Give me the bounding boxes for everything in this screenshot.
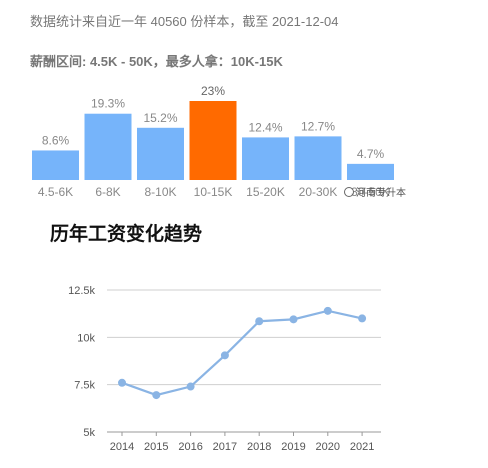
bar-value-label: 12.4% xyxy=(248,120,282,134)
x-tick-label: 2018 xyxy=(247,441,271,453)
bar-value-label: 8.6% xyxy=(42,133,70,147)
bar-10-15K xyxy=(189,101,237,180)
salary-distribution-bar-chart: 8.6% 4.5-6K 19.3% 6-8K 15.2% 8-10K 23% 10-15K 12… xyxy=(32,84,394,199)
trend-point xyxy=(323,306,332,315)
trend-point xyxy=(289,315,298,324)
bar-value-label: 12.7% xyxy=(301,119,335,133)
trend-point xyxy=(220,351,229,360)
y-tick-label: 12.5k xyxy=(68,285,95,297)
bar-20-30K xyxy=(294,136,342,180)
watermark: 河南专升本 xyxy=(344,184,406,199)
bar-6-8K xyxy=(84,113,132,180)
x-tick-label: 2014 xyxy=(110,441,134,453)
y-tick-label: 5k xyxy=(83,427,95,439)
x-tick-label: 2016 xyxy=(178,441,202,453)
bar-category-label: 20-30K xyxy=(299,185,338,199)
salary-range-summary: 薪酬区间: 4.5K - 50K，最多人拿：10K-15K xyxy=(30,54,283,69)
bar-value-label: 15.2% xyxy=(143,111,177,125)
sample-note: 数据统计来自近一年 40560 份样本，截至 2021-12-04 xyxy=(30,14,339,29)
trend-point xyxy=(152,391,161,400)
bar-category-label: 10-15K xyxy=(194,185,233,199)
y-tick-label: 10k xyxy=(77,332,95,344)
trend-point xyxy=(255,317,264,326)
bar-4.5-6K xyxy=(32,150,79,180)
x-tick-label: 2017 xyxy=(213,441,237,453)
trend-point xyxy=(118,378,126,387)
bar-value-label: 23% xyxy=(201,84,225,98)
trend-point xyxy=(358,314,367,323)
bar-category-label: 6-8K xyxy=(95,185,120,199)
bar-category-label: 8-10K xyxy=(144,185,176,199)
x-tick-label: 2020 xyxy=(316,441,340,453)
bar-15-20K xyxy=(242,137,289,180)
bar-value-label: 19.3% xyxy=(91,97,125,111)
watermark-text: 河南专升本 xyxy=(356,188,406,199)
bar-8-10K xyxy=(137,127,184,180)
bar-category-label: 4.5-6K xyxy=(38,185,73,199)
trend-line xyxy=(121,309,363,397)
x-tick-label: 2019 xyxy=(281,441,305,453)
wechat-icon xyxy=(344,187,354,197)
x-tick-label: 2021 xyxy=(350,441,374,453)
trend-point xyxy=(186,382,195,391)
bar-value-label: 4.7% xyxy=(357,147,385,161)
bar-category-label: 30-50K xyxy=(351,185,390,199)
y-tick-label: 7.5k xyxy=(74,380,95,392)
trend-chart-title: 历年工资变化趋势 xyxy=(50,224,203,245)
x-tick-label: 2015 xyxy=(144,441,168,453)
bar-category-label: 15-20K xyxy=(246,185,285,199)
bar-30-50K xyxy=(347,163,394,180)
salary-trend-line-chart: 5k 7.5k 10k 12.5k 2014 2015 2016 2017 2018 2019 20… xyxy=(68,285,381,453)
